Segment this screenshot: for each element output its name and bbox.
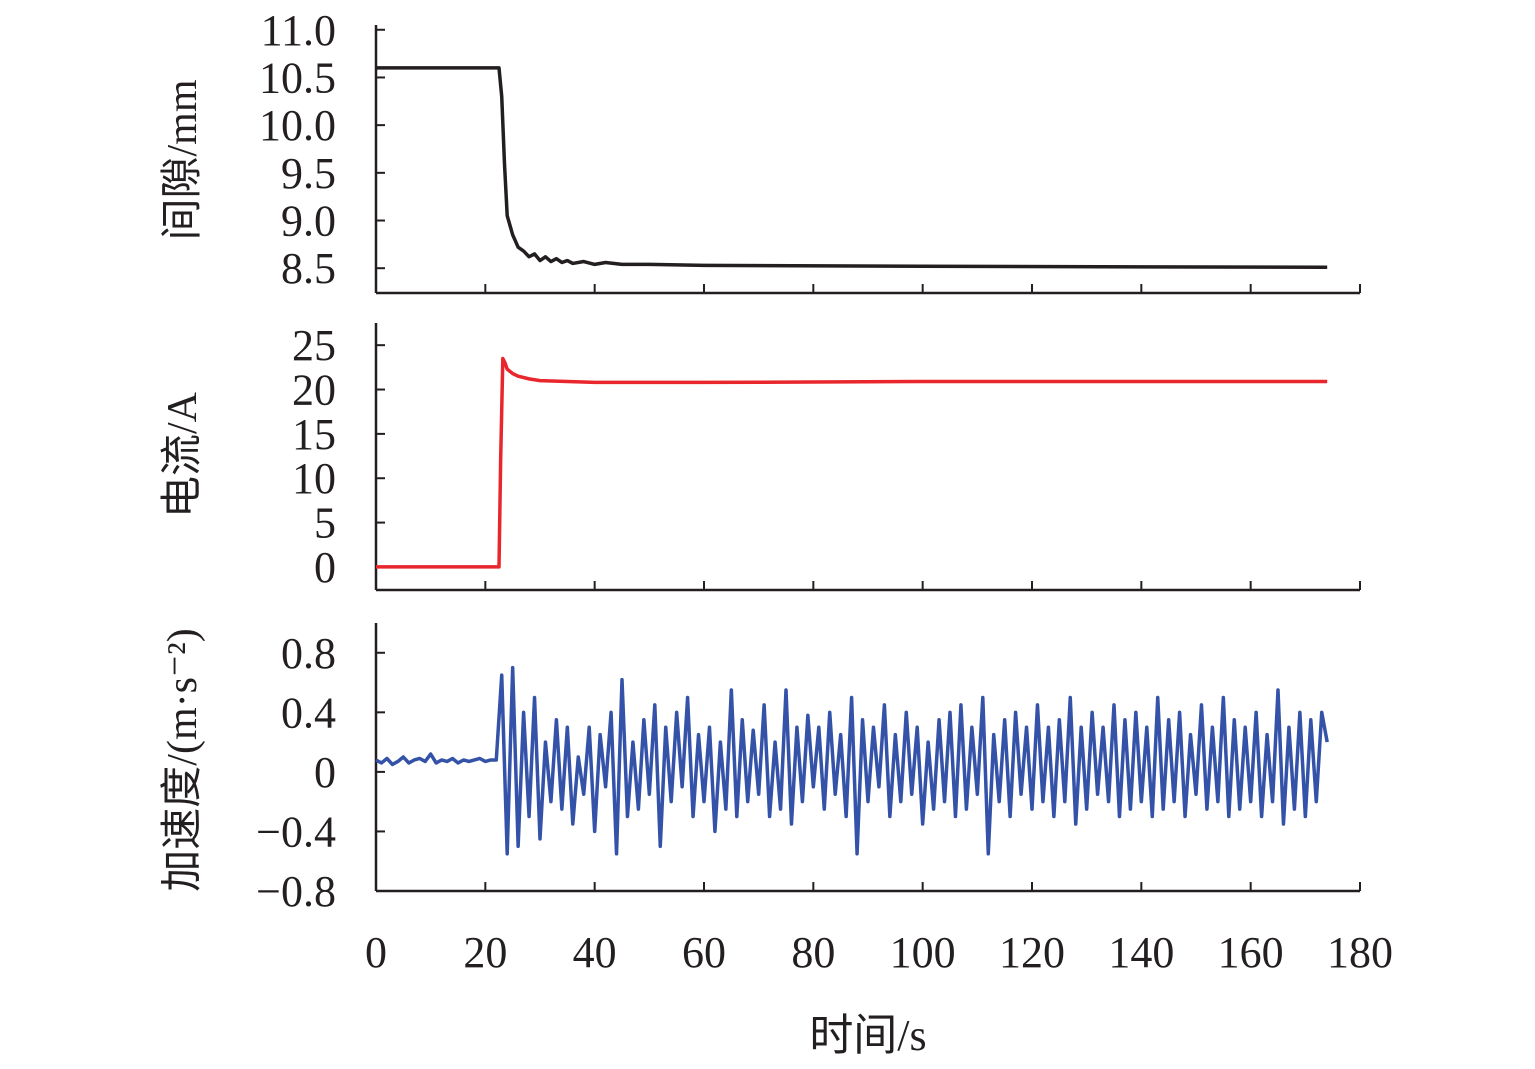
x-tick-label: 120: [999, 928, 1065, 977]
y-tick-label: 11.0: [261, 6, 336, 55]
series-line-2: [376, 356, 1328, 569]
x-tick-label: 20: [463, 928, 507, 977]
y-tick-label: 10.5: [259, 53, 336, 102]
y-tick-label: 5: [314, 499, 336, 548]
y-tick-label: −0.8: [256, 867, 336, 916]
y-tick-label: 0.4: [281, 688, 336, 737]
x-tick-label: 100: [890, 928, 956, 977]
y-tick-label: 25: [292, 321, 336, 370]
y-tick-label: 15: [292, 410, 336, 459]
y-tick-label: 20: [292, 366, 336, 415]
y-tick-label: 10: [292, 454, 336, 503]
series-line-1: [376, 66, 1328, 269]
y-tick-label: 0: [314, 748, 336, 797]
series-line-3: [375, 665, 1329, 856]
x-tick-label: 80: [791, 928, 835, 977]
y-tick-label: 9.5: [281, 149, 336, 198]
y-axis-label: 电流/A: [160, 391, 206, 518]
y-tick-label: 10.0: [259, 101, 336, 150]
x-tick-label: 140: [1108, 928, 1174, 977]
x-tick-label: 160: [1218, 928, 1284, 977]
y-tick-label: 9.0: [281, 197, 336, 246]
x-tick-label: 60: [682, 928, 726, 977]
x-axis-label: 时间/s: [809, 1011, 926, 1060]
y-tick-label: 0.8: [281, 629, 336, 678]
y-axis-label: 加速度/(m·s⁻²): [160, 628, 206, 891]
y-tick-label: 0: [314, 543, 336, 592]
x-tick-label: 180: [1327, 928, 1393, 977]
y-axis-label: 间隙/mm: [160, 79, 206, 240]
x-tick-label: 40: [573, 928, 617, 977]
y-tick-label: −0.4: [256, 807, 336, 856]
y-tick-label: 8.5: [281, 244, 336, 293]
x-tick-label: 0: [365, 928, 387, 977]
